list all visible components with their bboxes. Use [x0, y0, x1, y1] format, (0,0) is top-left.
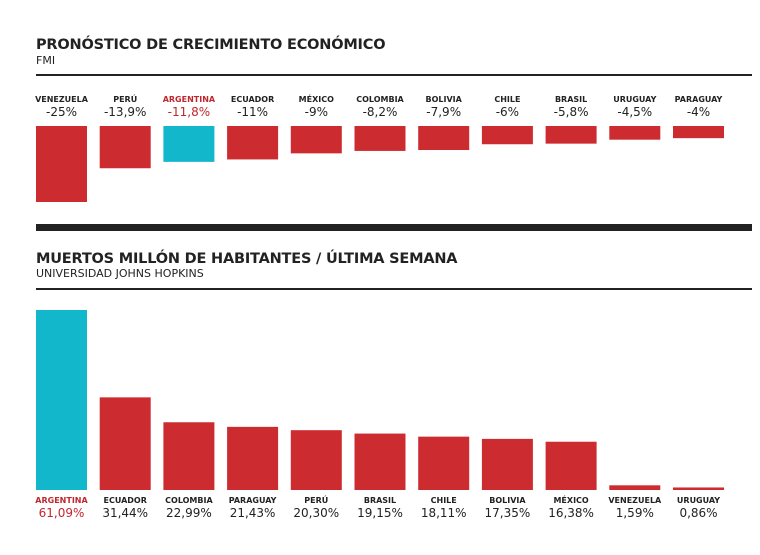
bar-bolivia	[481, 438, 533, 490]
value-label-mexico: -9%	[305, 105, 328, 119]
value-label-venezuela: -25%	[46, 105, 77, 119]
bar-paraguay	[673, 126, 724, 139]
country-label-brasil: BRASIL	[364, 496, 396, 505]
bar-peru	[290, 430, 342, 490]
value-label-peru: 20,30%	[293, 506, 339, 520]
country-label-mexico: MÉXICO	[299, 93, 334, 104]
value-label-venezuela: 1,59%	[616, 506, 654, 520]
bar-brasil	[545, 126, 597, 144]
value-label-colombia: -8,2%	[363, 105, 398, 119]
country-label-argentina: ARGENTINA	[163, 95, 216, 104]
country-label-ecuador: ECUADOR	[104, 496, 147, 505]
value-label-colombia: 22,99%	[166, 506, 212, 520]
bar-uruguay	[673, 487, 724, 490]
growth-forecast-chart: VENEZUELA-25% PERÚ-13,9% ARGENTINA-11,8% EC…	[35, 93, 724, 202]
value-label-brasil: 19,15%	[357, 506, 403, 520]
bar-mexico	[545, 441, 597, 490]
value-label-bolivia: 17,35%	[485, 506, 531, 520]
value-label-mexico: 16,38%	[548, 506, 594, 520]
bar-chile	[481, 126, 533, 145]
value-label-uruguay: 0,86%	[679, 506, 717, 520]
value-label-bolivia: -7,9%	[426, 105, 461, 119]
bar-mexico	[290, 126, 342, 154]
country-label-venezuela: VENEZUELA	[35, 95, 89, 104]
value-label-argentina: 61,09%	[39, 506, 85, 520]
value-label-brasil: -5,8%	[554, 105, 589, 119]
country-label-chile: CHILE	[494, 95, 520, 104]
bar-uruguay	[609, 126, 661, 140]
value-label-ecuador: -11%	[237, 105, 268, 119]
country-label-paraguay: PARAGUAY	[675, 95, 723, 104]
country-label-colombia: COLOMBIA	[356, 95, 404, 104]
value-label-chile: 18,11%	[421, 506, 467, 520]
country-label-brasil: BRASIL	[555, 95, 587, 104]
bar-colombia	[163, 422, 215, 490]
section-divider	[36, 224, 752, 231]
value-label-argentina: -11,8%	[168, 105, 210, 119]
chart2-title: MUERTOS MILLÓN DE HABITANTES / ÚLTIMA SE…	[36, 251, 458, 267]
country-label-bolivia: BOLIVIA	[489, 496, 526, 505]
value-label-chile: -6%	[496, 105, 519, 119]
country-label-ecuador: ECUADOR	[231, 95, 274, 104]
chart2-subtitle: UNIVERSIDAD JOHNS HOPKINS	[36, 267, 204, 280]
country-label-colombia: COLOMBIA	[165, 496, 213, 505]
country-label-uruguay: URUGUAY	[677, 496, 720, 505]
country-label-uruguay: URUGUAY	[613, 95, 656, 104]
country-label-venezuela: VENEZUELA	[608, 496, 662, 505]
value-label-paraguay: -4%	[687, 105, 710, 119]
bar-argentina	[163, 126, 215, 162]
bar-colombia	[354, 126, 406, 151]
bar-ecuador	[99, 397, 151, 490]
country-label-paraguay: PARAGUAY	[229, 496, 277, 505]
country-label-peru: PERÚ	[113, 93, 137, 104]
value-label-ecuador: 31,44%	[102, 506, 148, 520]
bar-paraguay	[227, 426, 279, 490]
bar-argentina	[36, 310, 87, 490]
value-label-uruguay: -4,5%	[617, 105, 652, 119]
value-label-paraguay: 21,43%	[230, 506, 276, 520]
country-label-peru: PERÚ	[304, 494, 328, 505]
chart1-top-rule	[36, 74, 752, 76]
bar-chile	[418, 436, 470, 490]
country-label-chile: CHILE	[431, 496, 457, 505]
chart2-top-rule	[36, 288, 752, 290]
country-label-argentina: ARGENTINA	[35, 496, 88, 505]
bar-venezuela	[609, 485, 661, 490]
chart1-title: PRONÓSTICO DE CRECIMIENTO ECONÓMICO	[36, 37, 386, 53]
bar-brasil	[354, 433, 406, 490]
bar-peru	[99, 126, 151, 169]
chart1-subtitle: FMI	[36, 54, 56, 67]
bar-bolivia	[418, 126, 470, 151]
bar-venezuela	[36, 126, 87, 202]
country-label-bolivia: BOLIVIA	[426, 95, 463, 104]
bar-ecuador	[227, 126, 279, 160]
country-label-mexico: MÉXICO	[553, 494, 588, 505]
value-label-peru: -13,9%	[104, 105, 146, 119]
